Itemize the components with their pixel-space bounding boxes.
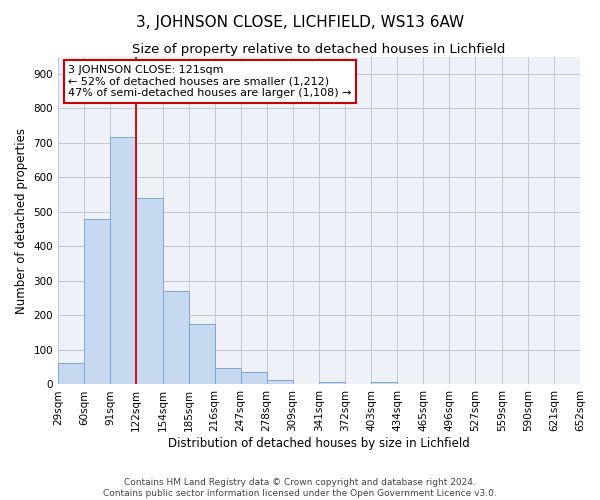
Bar [319,382,346,384]
Bar [136,198,163,384]
Bar [241,372,266,384]
Text: 3 JOHNSON CLOSE: 121sqm
← 52% of detached houses are smaller (1,212)
47% of semi: 3 JOHNSON CLOSE: 121sqm ← 52% of detache… [68,65,352,98]
X-axis label: Distribution of detached houses by size in Lichfield: Distribution of detached houses by size … [168,437,470,450]
Bar [58,363,84,384]
Bar [163,292,189,384]
Bar [266,380,293,384]
Text: Contains HM Land Registry data © Crown copyright and database right 2024.
Contai: Contains HM Land Registry data © Crown c… [103,478,497,498]
Bar [371,382,397,384]
Title: Size of property relative to detached houses in Lichfield: Size of property relative to detached ho… [133,42,506,56]
Text: 3, JOHNSON CLOSE, LICHFIELD, WS13 6AW: 3, JOHNSON CLOSE, LICHFIELD, WS13 6AW [136,15,464,30]
Bar [110,138,136,384]
Bar [84,219,110,384]
Y-axis label: Number of detached properties: Number of detached properties [15,128,28,314]
Bar [189,324,215,384]
Bar [215,368,241,384]
